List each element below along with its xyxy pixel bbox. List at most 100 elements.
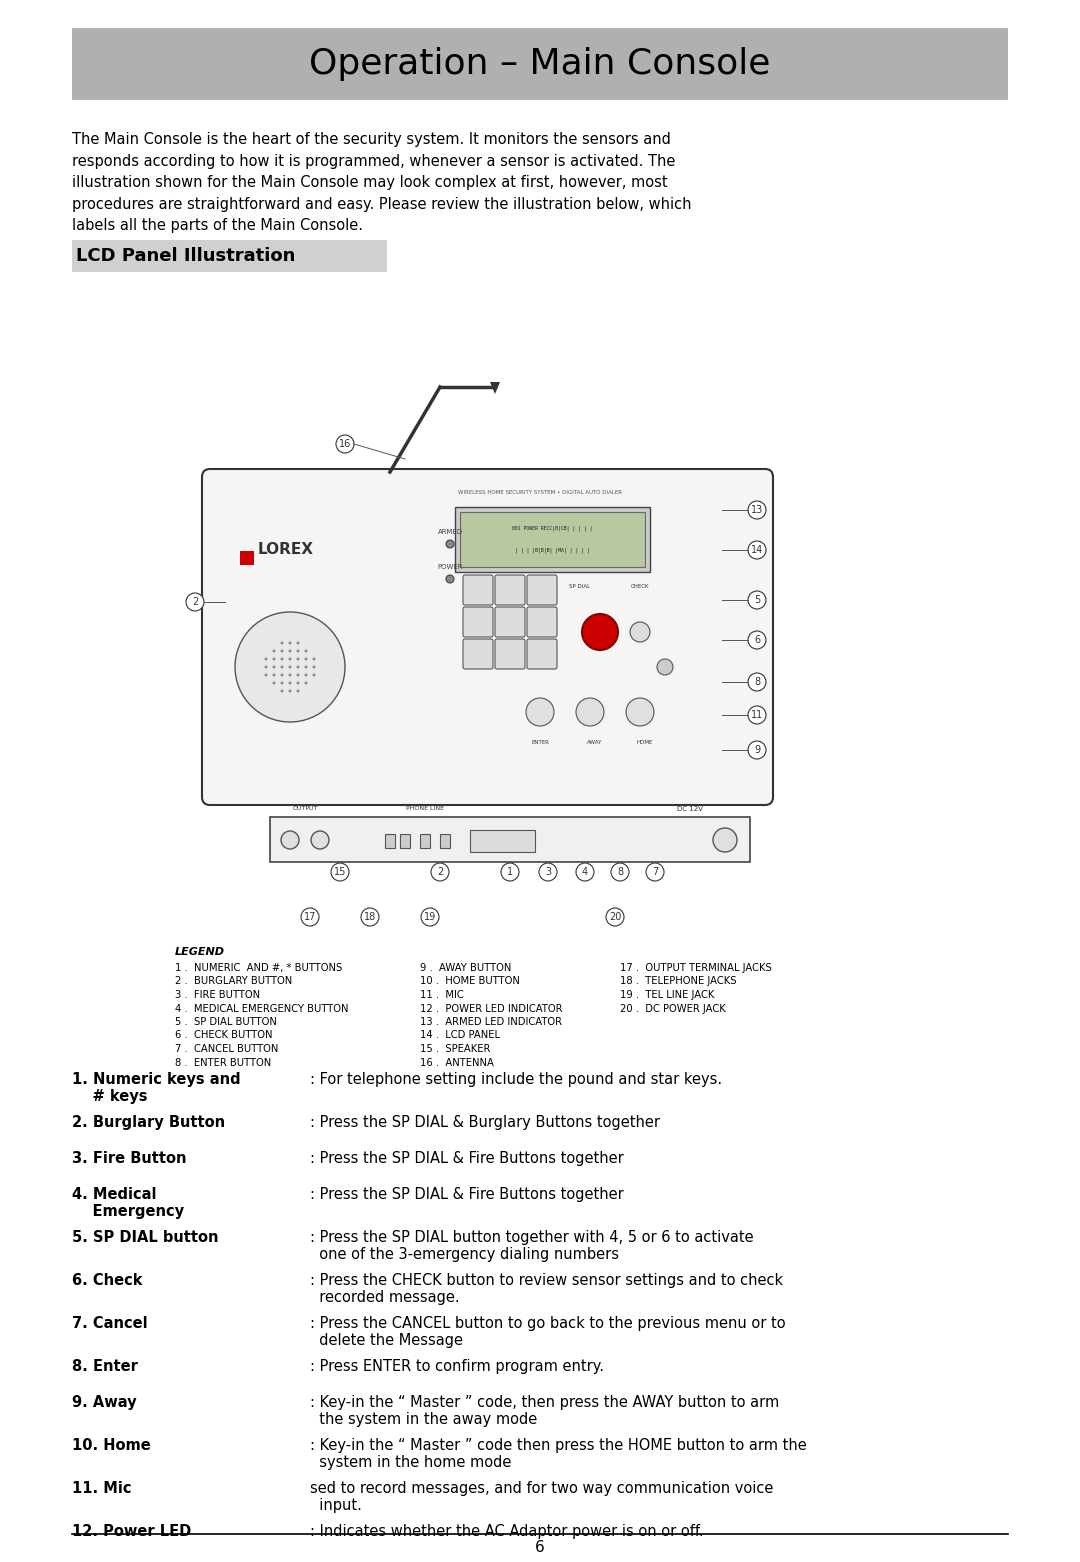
Circle shape	[312, 665, 315, 669]
Text: LCD Panel Illustration: LCD Panel Illustration	[76, 247, 295, 266]
Text: HOME: HOME	[637, 739, 653, 745]
Text: 17 .  OUTPUT TERMINAL JACKS: 17 . OUTPUT TERMINAL JACKS	[620, 964, 772, 973]
Circle shape	[611, 862, 629, 881]
Text: 2. Burglary Button: 2. Burglary Button	[72, 1115, 225, 1129]
Bar	[470, 829, 535, 851]
Text: WIRELESS HOME SECURITY SYSTEM • DIGITAL AUTO DIALER: WIRELESS HOME SECURITY SYSTEM • DIGITAL …	[458, 489, 622, 495]
Circle shape	[272, 681, 275, 684]
Text: : Press the CHECK button to review sensor settings and to check
  recorded messa: : Press the CHECK button to review senso…	[310, 1273, 783, 1306]
Text: 13 .  ARMED LED INDICATOR: 13 . ARMED LED INDICATOR	[420, 1017, 562, 1026]
Text: 14: 14	[751, 545, 764, 555]
Bar	[240, 551, 254, 565]
Circle shape	[312, 673, 315, 676]
Text: 8. Enter: 8. Enter	[72, 1359, 138, 1375]
Text: | | | |B|B|B| |MA| | | | |: | | | |B|B|B| |MA| | | | |	[515, 548, 590, 553]
Circle shape	[646, 862, 664, 881]
Text: 11 .  MIC: 11 . MIC	[420, 990, 463, 1000]
Text: 5 .  SP DIAL BUTTON: 5 . SP DIAL BUTTON	[175, 1017, 276, 1026]
Text: 15: 15	[334, 867, 347, 876]
Circle shape	[281, 689, 283, 692]
Circle shape	[748, 590, 766, 609]
Circle shape	[272, 673, 275, 676]
FancyBboxPatch shape	[527, 608, 557, 637]
Circle shape	[281, 650, 283, 653]
FancyBboxPatch shape	[495, 639, 525, 669]
FancyBboxPatch shape	[495, 608, 525, 637]
Text: ARMED: ARMED	[437, 530, 462, 536]
Circle shape	[281, 642, 283, 645]
Circle shape	[582, 614, 618, 650]
Circle shape	[748, 501, 766, 519]
Circle shape	[272, 658, 275, 661]
Circle shape	[713, 828, 737, 851]
Circle shape	[576, 698, 604, 726]
Text: DC 12V: DC 12V	[677, 806, 703, 812]
Polygon shape	[490, 383, 500, 394]
Text: 12. Power LED: 12. Power LED	[72, 1525, 191, 1539]
Text: 18: 18	[364, 912, 376, 922]
Text: 15 .  SPEAKER: 15 . SPEAKER	[420, 1043, 490, 1054]
Circle shape	[297, 658, 299, 661]
Circle shape	[748, 673, 766, 690]
Circle shape	[288, 658, 292, 661]
Text: 9. Away: 9. Away	[72, 1395, 137, 1410]
Circle shape	[606, 908, 624, 926]
Text: 10. Home: 10. Home	[72, 1439, 151, 1453]
Circle shape	[312, 658, 315, 661]
Text: 6: 6	[535, 1540, 545, 1556]
Text: 001 POWER RECC|B|CB| | | | |: 001 POWER RECC|B|CB| | | | |	[512, 526, 593, 531]
Text: : For telephone setting include the pound and star keys.: : For telephone setting include the poun…	[310, 1072, 723, 1087]
Circle shape	[336, 434, 354, 453]
Text: 5. SP DIAL button: 5. SP DIAL button	[72, 1229, 218, 1245]
Circle shape	[526, 698, 554, 726]
Bar	[440, 834, 450, 848]
Text: 17: 17	[303, 912, 316, 922]
Circle shape	[265, 665, 268, 669]
Circle shape	[288, 681, 292, 684]
Text: 2: 2	[437, 867, 443, 876]
Text: AWAY: AWAY	[588, 739, 603, 745]
Circle shape	[281, 831, 299, 850]
Bar	[384, 834, 395, 848]
Text: 6: 6	[754, 636, 760, 645]
Circle shape	[748, 540, 766, 559]
Bar	[270, 817, 750, 862]
Circle shape	[297, 689, 299, 692]
Circle shape	[281, 673, 283, 676]
Text: 9 .  AWAY BUTTON: 9 . AWAY BUTTON	[420, 964, 511, 973]
Text: 14 .  LCD PANEL: 14 . LCD PANEL	[420, 1031, 500, 1040]
Text: 16 .  ANTENNA: 16 . ANTENNA	[420, 1057, 494, 1067]
Circle shape	[297, 673, 299, 676]
Circle shape	[539, 862, 557, 881]
Text: 11: 11	[751, 711, 764, 720]
Text: 4 .  MEDICAL EMERGENCY BUTTON: 4 . MEDICAL EMERGENCY BUTTON	[175, 1003, 349, 1014]
Text: CHECK: CHECK	[631, 584, 649, 589]
Text: 6. Check: 6. Check	[72, 1273, 143, 1289]
Bar	[460, 512, 645, 567]
Text: PHONE LINE: PHONE LINE	[406, 806, 444, 812]
Circle shape	[288, 673, 292, 676]
FancyBboxPatch shape	[463, 639, 492, 669]
Text: : Press the SP DIAL button together with 4, 5 or 6 to activate
  one of the 3-em: : Press the SP DIAL button together with…	[310, 1229, 754, 1262]
Circle shape	[288, 689, 292, 692]
Circle shape	[748, 706, 766, 725]
Text: : Press the SP DIAL & Burglary Buttons together: : Press the SP DIAL & Burglary Buttons t…	[310, 1115, 660, 1129]
Circle shape	[748, 631, 766, 648]
Bar	[420, 834, 430, 848]
Text: 7 .  CANCEL BUTTON: 7 . CANCEL BUTTON	[175, 1043, 279, 1054]
Circle shape	[748, 740, 766, 759]
Text: 6 .  CHECK BUTTON: 6 . CHECK BUTTON	[175, 1031, 272, 1040]
Circle shape	[431, 862, 449, 881]
Text: Operation – Main Console: Operation – Main Console	[309, 47, 771, 81]
Text: SP DIAL: SP DIAL	[569, 584, 591, 589]
Bar	[72, 241, 387, 272]
Text: 4. Medical
    Emergency: 4. Medical Emergency	[72, 1187, 184, 1220]
FancyBboxPatch shape	[527, 639, 557, 669]
Bar	[72, 28, 1008, 100]
FancyBboxPatch shape	[202, 469, 773, 804]
Text: 8 .  ENTER BUTTON: 8 . ENTER BUTTON	[175, 1057, 271, 1067]
Circle shape	[235, 612, 345, 722]
Circle shape	[305, 650, 308, 653]
Circle shape	[272, 650, 275, 653]
Circle shape	[576, 862, 594, 881]
